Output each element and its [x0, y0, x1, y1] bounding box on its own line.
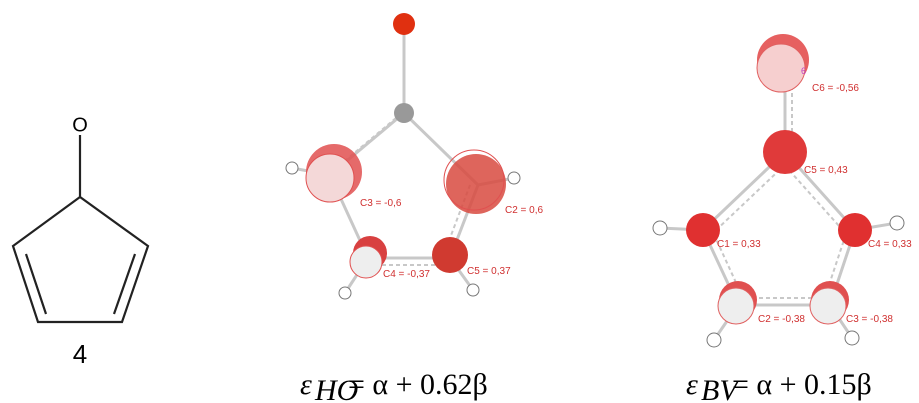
atom-label: C5 = 0,43 [804, 165, 848, 176]
atom-label: C5 = 0,37 [467, 266, 511, 277]
atom-label: C4 = -0,37 [383, 269, 430, 280]
atom-label: C3 = -0,38 [846, 314, 893, 325]
atom-label: C4 = 0,33 [868, 239, 912, 250]
energy-expression: = α + 0.15β [732, 368, 872, 401]
atom-label: C1 = 0,33 [717, 239, 761, 250]
energy-expression: = α + 0.62β [348, 368, 488, 401]
lumo-molecule [653, 34, 904, 347]
skeletal-structure [13, 135, 148, 322]
compound-number: 4 [73, 339, 87, 369]
energy-symbol: ε [686, 368, 698, 401]
atom-label: C2 = -0,38 [758, 314, 805, 325]
energy-symbol: ε [300, 368, 312, 401]
atom-label: O [72, 114, 88, 136]
figure: O 4 C3 = -0,6 C2 = 0,6 C4 = -0,37 C5 = 0… [0, 0, 919, 403]
atom-label: C2 = 0,6 [505, 205, 544, 216]
atom-label: C6 = -0,56 [812, 83, 859, 94]
atom-marker: 6 [801, 66, 806, 76]
atom-label: C3 = -0,6 [360, 198, 402, 209]
homo-molecule [286, 13, 520, 299]
